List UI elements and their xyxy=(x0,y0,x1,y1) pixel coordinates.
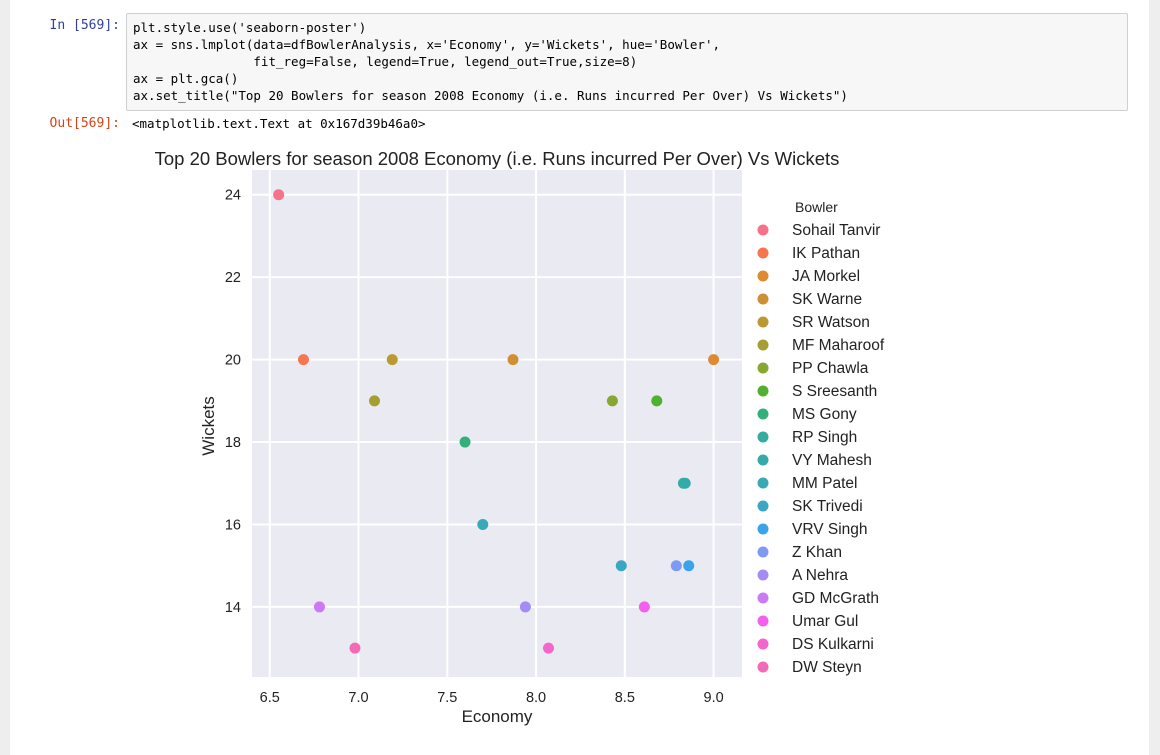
legend-label: MS Gony xyxy=(792,406,857,423)
legend-label: A Nehra xyxy=(792,567,848,584)
x-tick-label: 7.0 xyxy=(348,690,368,706)
legend-marker xyxy=(757,477,769,489)
legend-marker xyxy=(757,569,769,581)
y-tick-label: 20 xyxy=(225,353,241,369)
y-tick-label: 16 xyxy=(225,517,241,533)
code-line: fit_reg=False, legend=True, legend_out=T… xyxy=(133,54,638,69)
chart-title: Top 20 Bowlers for season 2008 Economy (… xyxy=(155,148,840,169)
legend-marker xyxy=(757,500,769,512)
legend-label: SK Trivedi xyxy=(792,498,863,515)
data-point xyxy=(349,642,361,654)
legend-marker xyxy=(757,408,769,420)
data-point xyxy=(683,560,695,572)
data-point xyxy=(542,642,554,654)
code-cell[interactable]: plt.style.use('seaborn-poster') ax = sns… xyxy=(126,13,1128,111)
legend-marker xyxy=(757,362,769,374)
y-axis-label: Wickets xyxy=(199,396,218,456)
code-line: ax = plt.gca() xyxy=(133,71,239,86)
legend-marker xyxy=(757,638,769,650)
legend-label: S Sreesanth xyxy=(792,383,877,400)
code-line: ax.set_title("Top 20 Bowlers for season … xyxy=(133,88,848,103)
data-point xyxy=(651,395,663,407)
legend-label: GD McGrath xyxy=(792,590,879,607)
legend-label: DS Kulkarni xyxy=(792,636,874,653)
legend-label: SR Watson xyxy=(792,314,870,331)
legend-label: MF Maharoof xyxy=(792,337,885,354)
x-tick-label: 9.0 xyxy=(704,690,724,706)
plot-area xyxy=(252,170,742,677)
data-point xyxy=(313,601,325,613)
legend-label: SK Warne xyxy=(792,291,862,308)
data-point xyxy=(670,560,682,572)
data-point xyxy=(606,395,618,407)
legend-marker xyxy=(757,454,769,466)
x-tick-label: 8.0 xyxy=(526,690,546,706)
legend-label: JA Morkel xyxy=(792,268,860,285)
legend-marker xyxy=(757,661,769,673)
data-point xyxy=(638,601,650,613)
legend-marker xyxy=(757,224,769,236)
data-point xyxy=(459,436,471,448)
output-prompt: Out[569]: xyxy=(49,116,120,131)
output-text: <matplotlib.text.Text at 0x167d39b46a0> xyxy=(132,116,426,131)
y-tick-label: 24 xyxy=(225,188,241,204)
legend-marker xyxy=(757,431,769,443)
legend-label: MM Patel xyxy=(792,475,857,492)
legend-marker xyxy=(757,546,769,558)
data-point xyxy=(679,477,691,489)
data-point xyxy=(273,189,285,201)
legend-label: VY Mahesh xyxy=(792,452,872,469)
y-tick-label: 22 xyxy=(225,270,241,286)
data-point xyxy=(615,560,627,572)
data-point xyxy=(386,354,398,366)
legend-marker xyxy=(757,270,769,282)
y-tick-label: 18 xyxy=(225,435,241,451)
legend-marker xyxy=(757,247,769,259)
data-point xyxy=(519,601,531,613)
legend: Sohail Tanvir IK Pathan JA Morkel SK Warne S… xyxy=(757,222,885,676)
legend-label: Umar Gul xyxy=(792,613,858,630)
data-point xyxy=(477,518,489,530)
legend-marker xyxy=(757,615,769,627)
legend-marker xyxy=(757,385,769,397)
data-point xyxy=(507,354,519,366)
input-prompt: In [569]: xyxy=(49,18,120,33)
data-point xyxy=(297,354,309,366)
legend-marker xyxy=(757,339,769,351)
legend-label: DW Steyn xyxy=(792,659,862,676)
legend-label: IK Pathan xyxy=(792,245,860,262)
legend-label: PP Chawla xyxy=(792,360,869,377)
legend-marker xyxy=(757,523,769,535)
code-line: plt.style.use('seaborn-poster') xyxy=(133,20,367,35)
legend-label: RP Singh xyxy=(792,429,857,446)
x-axis-label: Economy xyxy=(462,707,533,726)
x-tick-label: 6.5 xyxy=(260,690,280,706)
x-tick-label: 7.5 xyxy=(437,690,457,706)
legend-label: Z Khan xyxy=(792,544,842,561)
data-point xyxy=(708,354,720,366)
legend-marker xyxy=(757,592,769,604)
legend-marker xyxy=(757,293,769,305)
data-point xyxy=(369,395,380,407)
legend-label: Sohail Tanvir xyxy=(792,222,880,239)
legend-marker xyxy=(757,316,769,328)
code-line: ax = sns.lmplot(data=dfBowlerAnalysis, x… xyxy=(133,37,720,52)
x-tick-label: 8.5 xyxy=(615,690,635,706)
legend-title: Bowler xyxy=(795,199,838,215)
y-tick-label: 14 xyxy=(225,600,241,616)
legend-label: VRV Singh xyxy=(792,521,868,538)
